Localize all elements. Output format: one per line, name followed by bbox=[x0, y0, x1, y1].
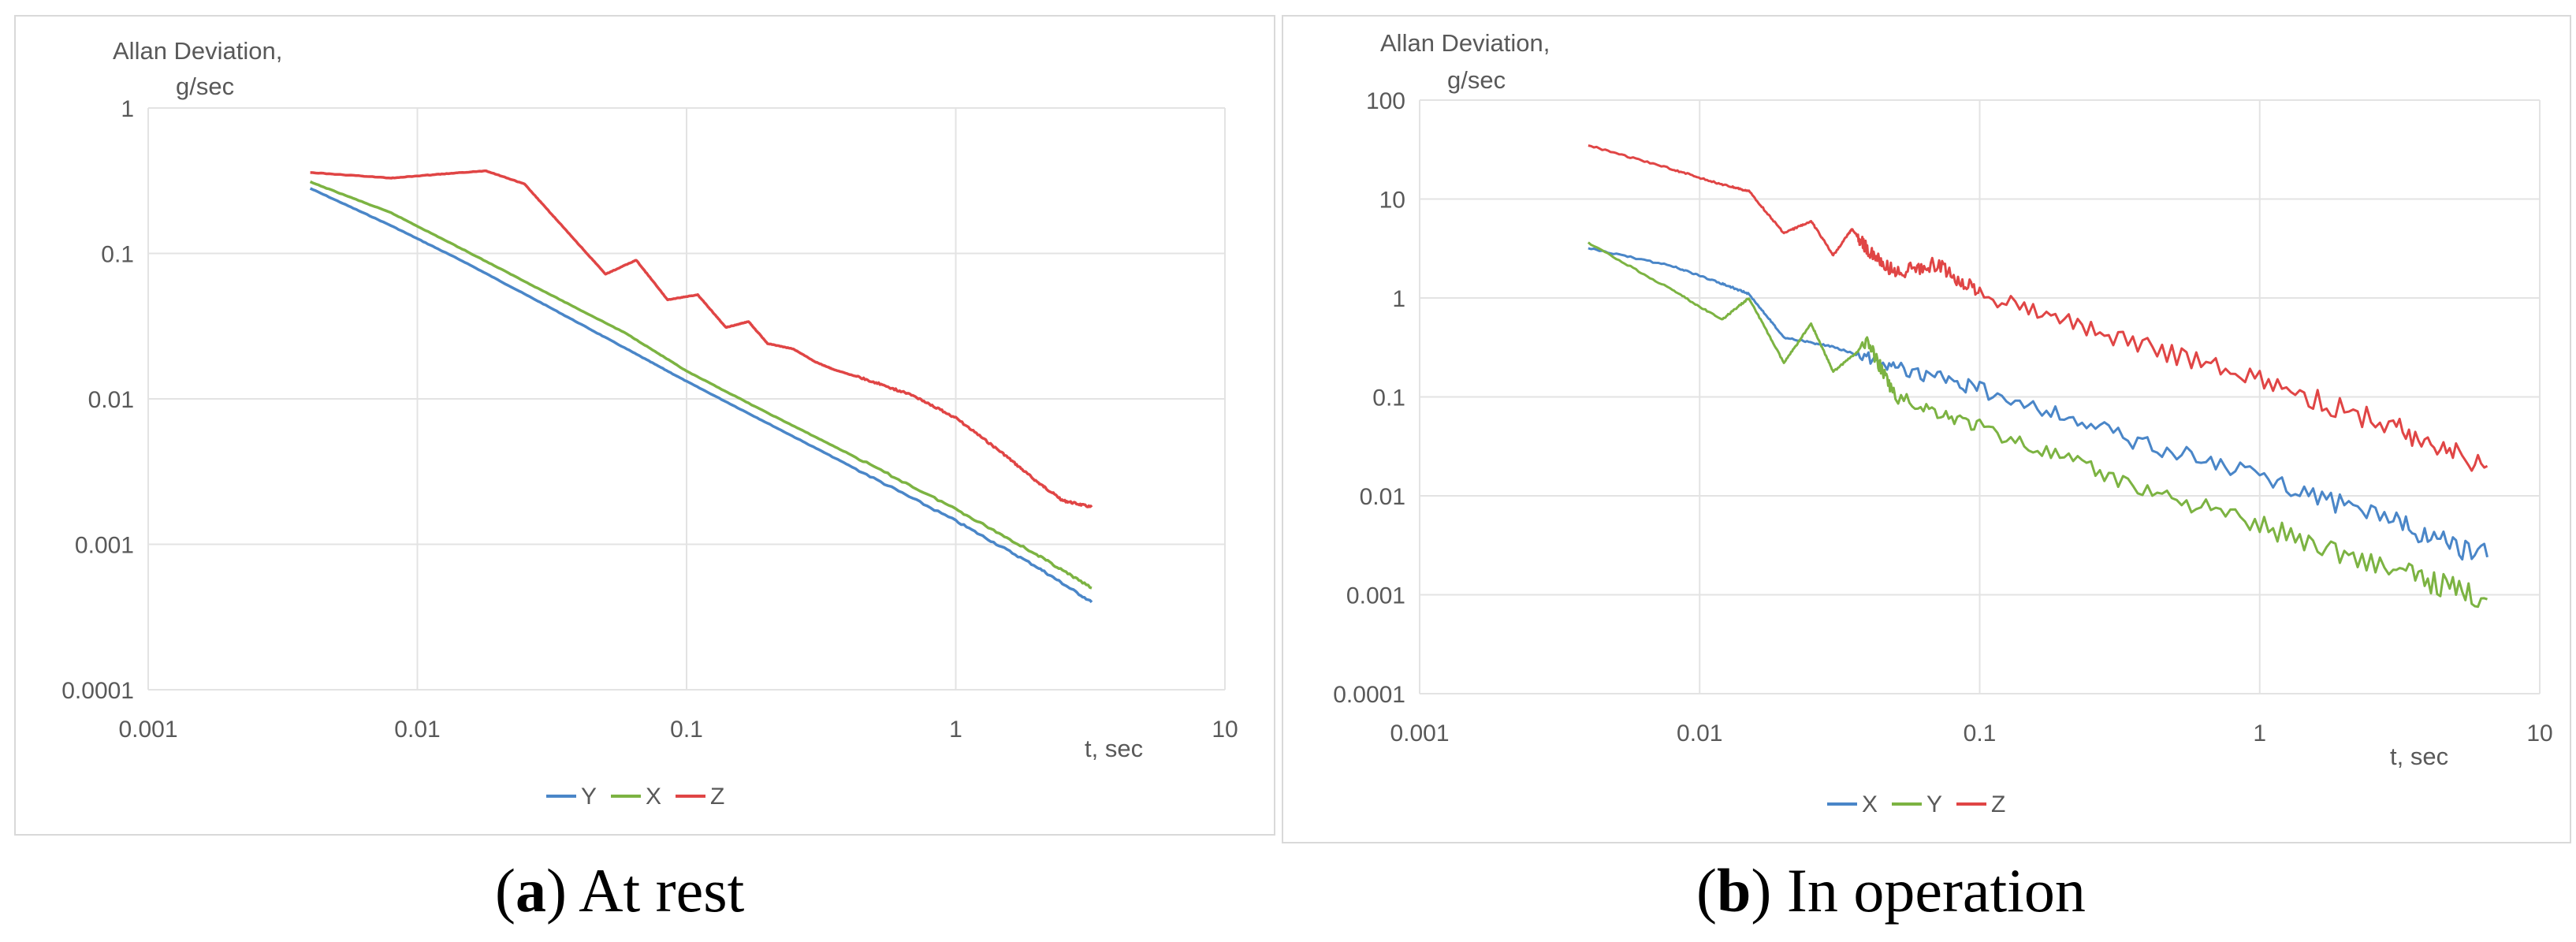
y-axis-label: Allan Deviation, bbox=[1380, 29, 1550, 57]
chart-a-svg: 0.001 0.01 0.1 1 10 0.0001 0.001 0.01 0.1 1 Allan … bbox=[14, 15, 1275, 836]
x-tick-label: 0.01 bbox=[1677, 720, 1722, 747]
series-line-z bbox=[310, 169, 1093, 508]
chart-panel-b: 0.001 0.01 0.1 1 10 0.0001 0.001 0.01 0.1 1 10 100 A… bbox=[1282, 0, 2571, 847]
y-axis-label: Allan Deviation, bbox=[113, 37, 282, 65]
x-tick-label: 10 bbox=[2526, 720, 2552, 747]
legend-label-y: Y bbox=[581, 784, 597, 810]
x-tick-label: 0.001 bbox=[1390, 720, 1449, 747]
legend-label-y: Y bbox=[1926, 791, 1942, 817]
y-tick-label: 0.001 bbox=[75, 533, 134, 559]
legend-label-z: Z bbox=[710, 784, 724, 810]
y-tick-label: 0.01 bbox=[1360, 484, 1405, 510]
y-axis-label: g/sec bbox=[1447, 66, 1506, 94]
y-tick-label: 0.01 bbox=[88, 387, 134, 413]
x-tick-label: 0.01 bbox=[394, 717, 440, 743]
legend-label-z: Z bbox=[1991, 791, 2005, 817]
x-tick-label: 1 bbox=[2253, 720, 2266, 747]
chart-frame bbox=[1282, 15, 2571, 843]
legend-label-x: X bbox=[646, 784, 661, 810]
x-tick-label: 10 bbox=[1212, 717, 1238, 743]
x-tick-label: 0.001 bbox=[118, 717, 177, 743]
caption-b: (b) In operation bbox=[1696, 856, 2086, 925]
chart-frame bbox=[14, 15, 1275, 836]
y-tick-label: 100 bbox=[1366, 88, 1405, 114]
y-axis-label: g/sec bbox=[176, 73, 234, 100]
x-axis-label: t, sec bbox=[1085, 735, 1143, 762]
series-line-y bbox=[309, 187, 1093, 604]
series-line-y bbox=[1587, 241, 2488, 609]
legend-label-x: X bbox=[1862, 791, 1878, 817]
y-tick-label: 0.0001 bbox=[1333, 682, 1405, 708]
series-line-x bbox=[309, 180, 1093, 590]
y-tick-label: 0.001 bbox=[1346, 583, 1405, 609]
x-axis-label: t, sec bbox=[2390, 743, 2448, 770]
series-line-x bbox=[1588, 247, 2489, 561]
chart-b-svg: 0.001 0.01 0.1 1 10 0.0001 0.001 0.01 0.1 1 10 100 A… bbox=[1282, 15, 2571, 843]
y-tick-label: 1 bbox=[121, 96, 134, 122]
y-tick-label: 0.1 bbox=[1372, 385, 1405, 411]
x-tick-label: 0.1 bbox=[1964, 720, 1997, 747]
y-tick-label: 0.1 bbox=[101, 242, 134, 268]
x-tick-label: 0.1 bbox=[670, 717, 703, 743]
y-tick-label: 1 bbox=[1392, 286, 1405, 312]
caption-a: (a) At rest bbox=[495, 856, 745, 925]
x-tick-label: 1 bbox=[949, 717, 962, 743]
series-line-z bbox=[1588, 144, 2489, 472]
y-tick-label: 0.0001 bbox=[61, 678, 134, 704]
chart-panel-a: 0.001 0.01 0.1 1 10 0.0001 0.001 0.01 0.1 1 Allan … bbox=[14, 0, 1275, 840]
y-tick-label: 10 bbox=[1379, 188, 1405, 214]
